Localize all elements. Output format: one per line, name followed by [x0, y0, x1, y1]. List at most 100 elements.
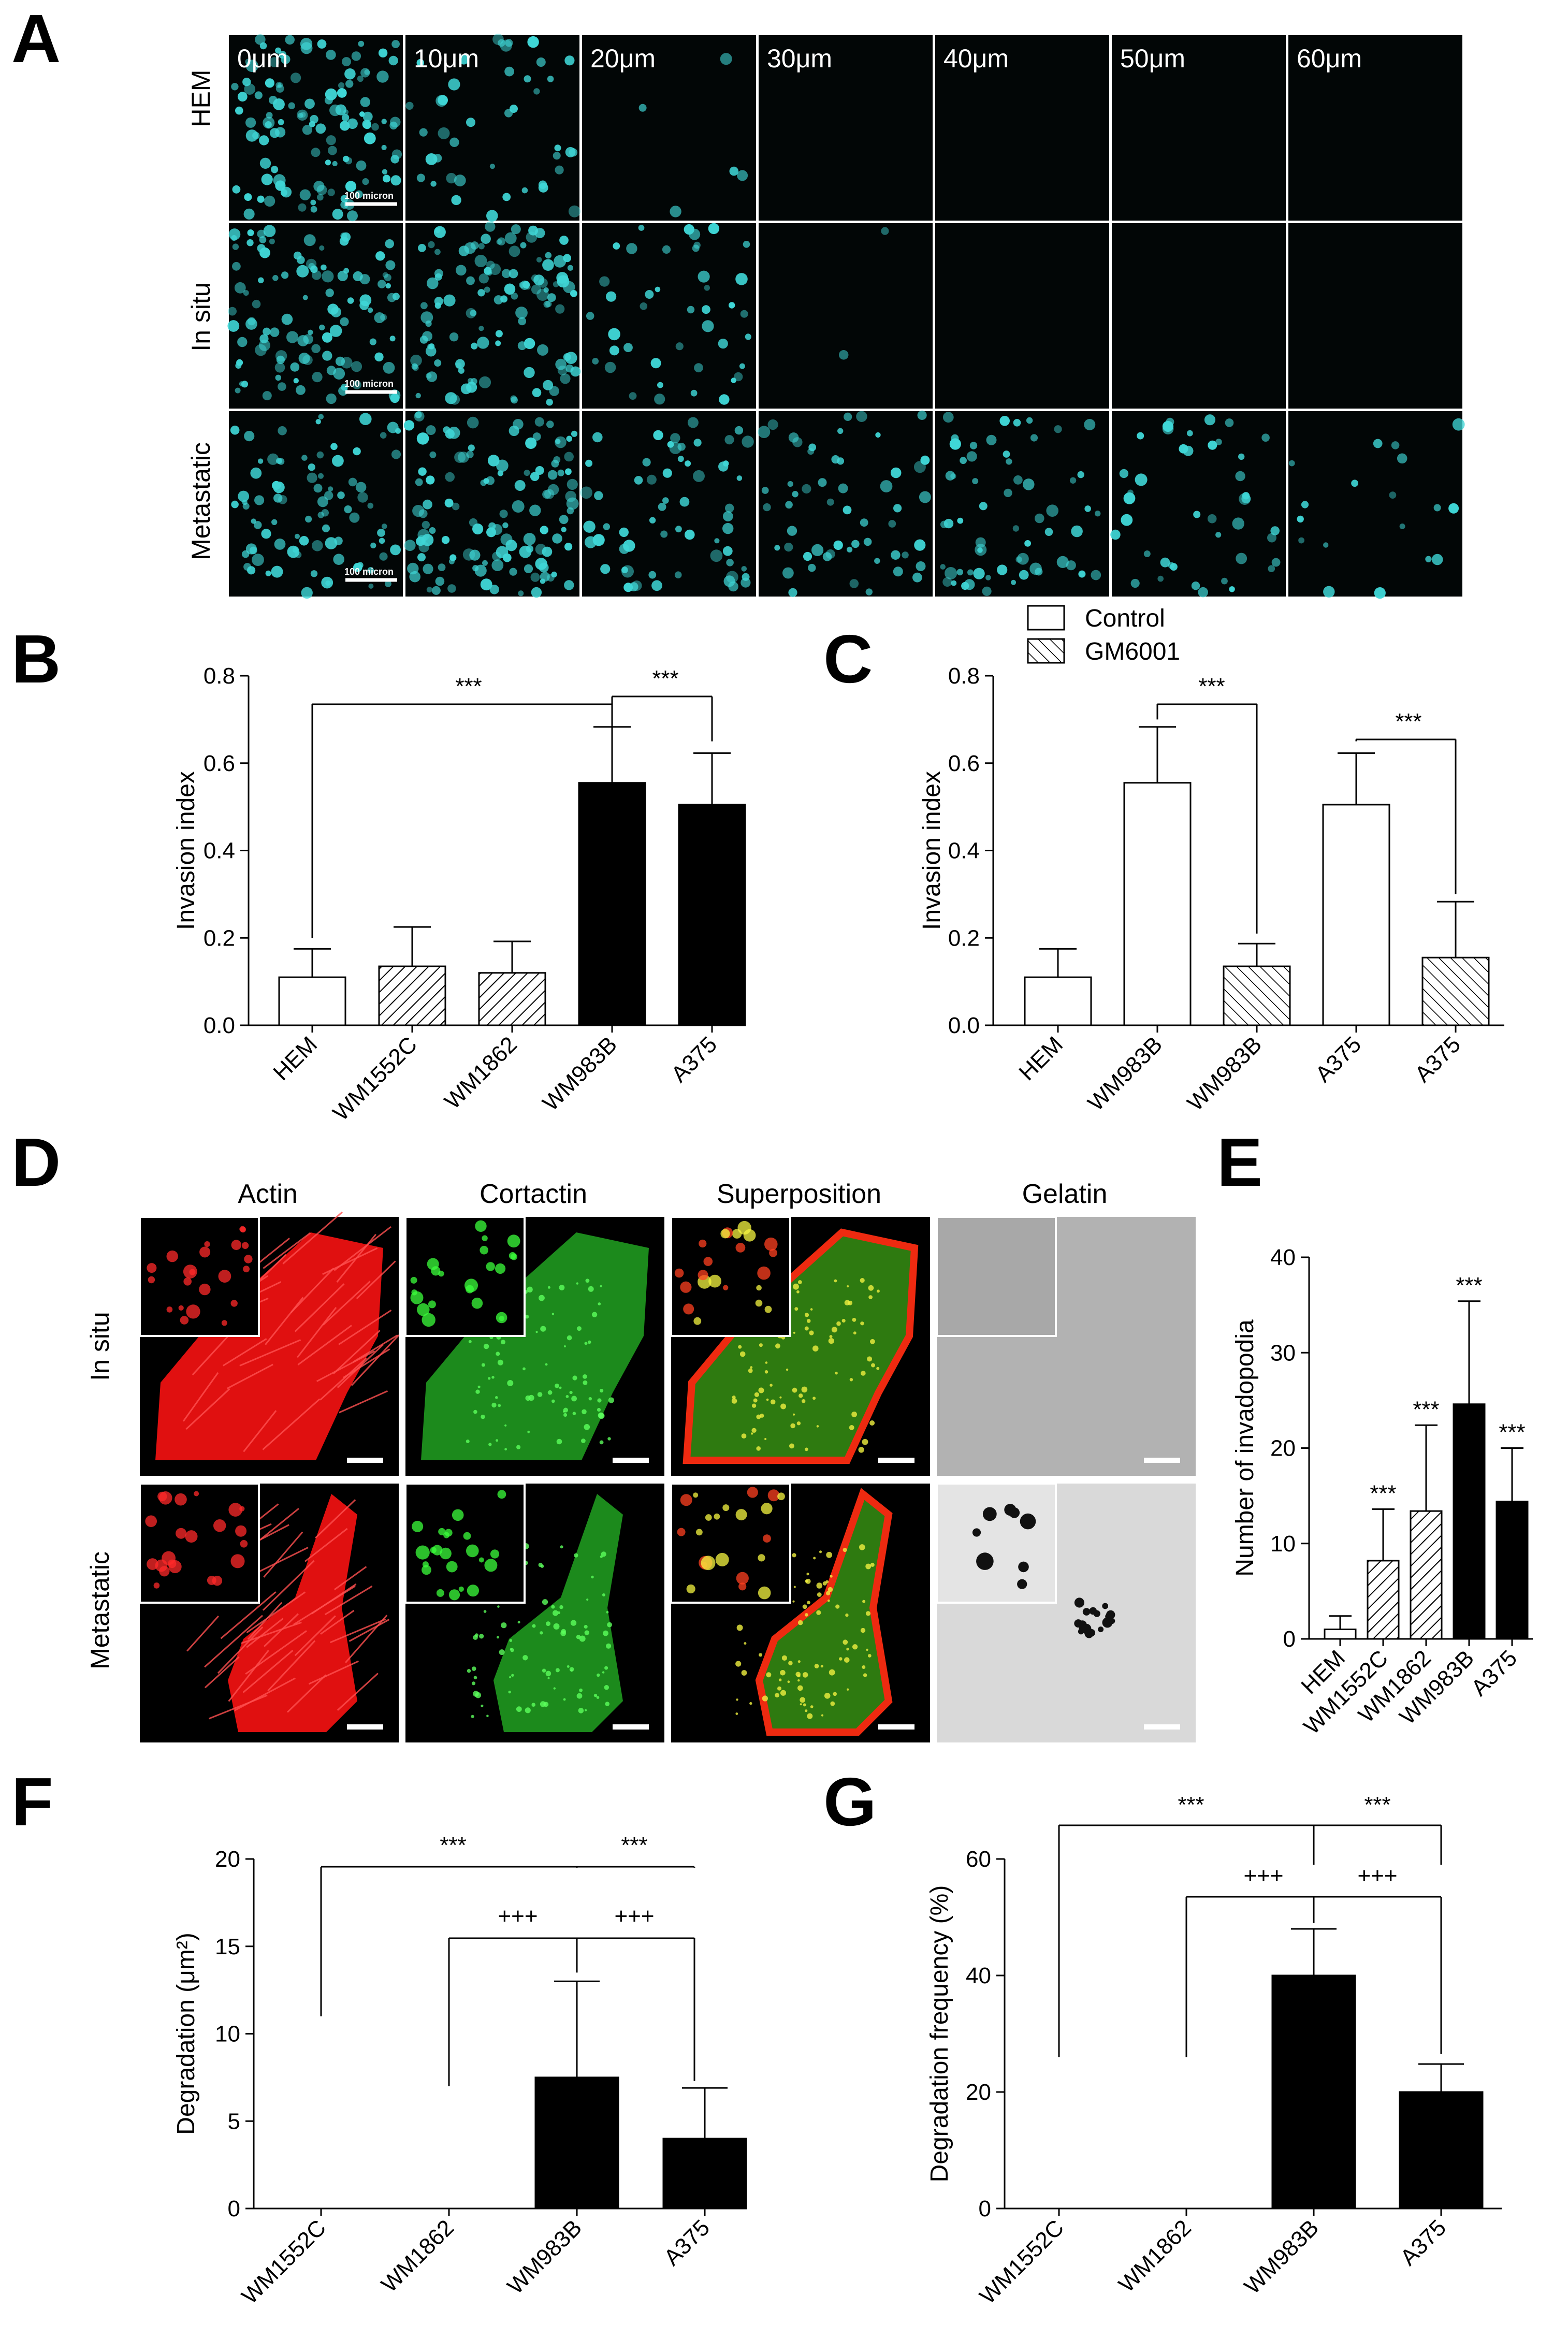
- cortactin-punctum: [751, 1432, 753, 1435]
- inset-punctum: [422, 1561, 429, 1568]
- cell-nucleus: [564, 452, 574, 462]
- significance-label: ***: [1198, 674, 1225, 699]
- column-label-actin: Actin: [238, 1179, 298, 1209]
- cortactin-punctum: [804, 1326, 809, 1331]
- cell-nucleus: [276, 355, 285, 365]
- cortactin-punctum: [739, 1351, 746, 1357]
- cell-nucleus: [311, 148, 321, 157]
- cell-nucleus: [725, 503, 734, 513]
- cell-nucleus: [807, 448, 815, 455]
- cell-nucleus: [972, 478, 979, 485]
- cell-nucleus: [500, 533, 513, 546]
- cell-nucleus: [538, 183, 548, 193]
- cortactin-punctum: [744, 1642, 747, 1645]
- y-tick-label: 0.8: [204, 663, 235, 689]
- depth-label: 0μm: [237, 44, 288, 73]
- cortactin-punctum: [551, 1313, 555, 1315]
- cell-nucleus: [264, 195, 275, 207]
- cortactin-punctum: [870, 1562, 875, 1567]
- actin-fiber: [282, 1211, 343, 1265]
- cortactin-punctum: [797, 1674, 801, 1678]
- depth-label: 10μm: [414, 44, 479, 73]
- cell-nucleus: [544, 489, 555, 499]
- cell-nucleus: [227, 320, 240, 332]
- cell-nucleus: [326, 50, 336, 60]
- cell-nucleus: [585, 459, 593, 467]
- cell-nucleus: [235, 387, 241, 394]
- cell-nucleus: [547, 76, 554, 82]
- cell-nucleus: [389, 121, 398, 130]
- cortactin-punctum: [816, 1610, 821, 1615]
- inset-zoom: [936, 1483, 1057, 1604]
- actin-fiber: [262, 1398, 321, 1450]
- x-tick-label: WM1862: [1114, 2215, 1196, 2297]
- cell-nucleus: [325, 159, 331, 166]
- cell-nucleus: [662, 245, 671, 254]
- cell-nucleus: [478, 273, 489, 284]
- cell-nucleus: [999, 416, 1010, 426]
- cell-nucleus: [433, 226, 446, 238]
- cell-nucleus: [271, 166, 279, 173]
- cortactin-punctum: [876, 1367, 880, 1370]
- cell-nucleus: [986, 434, 997, 445]
- cell-nucleus: [650, 358, 661, 369]
- cortactin-punctum: [516, 1706, 522, 1712]
- cell-nucleus: [997, 564, 1008, 575]
- cell-nucleus: [782, 567, 794, 579]
- cell-nucleus: [337, 491, 345, 499]
- cell-nucleus: [466, 118, 475, 127]
- cortactin-punctum: [587, 1340, 591, 1344]
- column-label-cortactin: Cortactin: [480, 1179, 587, 1209]
- inset-zoom: [936, 1216, 1057, 1337]
- cell-nucleus: [499, 510, 508, 518]
- cortactin-punctum: [572, 1375, 577, 1381]
- cell-nucleus: [640, 302, 648, 310]
- cell-nucleus: [1119, 469, 1129, 478]
- cortactin-punctum: [584, 1624, 588, 1629]
- bar: [534, 2076, 619, 2210]
- cortactin-punctum: [797, 1660, 801, 1663]
- actin-fiber: [294, 1615, 336, 1657]
- cell-nucleus: [332, 209, 343, 220]
- cell-nucleus: [385, 283, 391, 289]
- cortactin-punctum: [836, 1321, 841, 1326]
- cell-nucleus: [275, 127, 286, 138]
- cortactin-punctum: [805, 1447, 808, 1451]
- cortactin-punctum: [563, 1345, 566, 1347]
- cell-nucleus: [967, 569, 974, 576]
- cell-nucleus: [902, 551, 909, 559]
- cell-nucleus: [468, 444, 475, 452]
- cell-nucleus: [353, 271, 363, 282]
- cell-edge: [683, 1228, 919, 1464]
- cortactin-punctum: [738, 1345, 742, 1349]
- y-tick-label: 15: [215, 1934, 240, 1959]
- actin-fiber: [182, 1372, 219, 1422]
- cell-nucleus: [1225, 418, 1234, 427]
- cell-nucleus: [358, 40, 365, 47]
- inset-punctum: [705, 1514, 712, 1521]
- cell-nucleus: [856, 411, 867, 422]
- significance-label: ***: [1395, 709, 1421, 734]
- y-axis-label: Invasion index: [918, 771, 946, 930]
- cell-nucleus: [555, 358, 567, 370]
- cell-nucleus: [327, 188, 335, 196]
- legend-swatch-control: [1027, 605, 1065, 631]
- inset-punctum: [235, 1525, 247, 1537]
- actin-fiber: [246, 1618, 284, 1648]
- actin-fiber: [267, 1640, 316, 1692]
- cell-nucleus: [420, 311, 433, 324]
- actin-fiber: [337, 1673, 379, 1711]
- cell-nucleus: [642, 458, 651, 467]
- cortactin-punctum: [604, 1685, 609, 1690]
- inset-punctum: [482, 1235, 488, 1241]
- cortactin-punctum: [586, 1599, 589, 1601]
- depth-label: 30μm: [767, 44, 832, 73]
- cell-nucleus: [1084, 419, 1096, 430]
- inset-punctum: [495, 1263, 506, 1274]
- cell-nucleus: [345, 80, 354, 88]
- cortactin-punctum: [547, 1390, 553, 1395]
- x-tick-label: WM1552C: [975, 2215, 1069, 2309]
- cell-nucleus: [818, 478, 827, 487]
- cell-nucleus: [502, 522, 509, 529]
- cortactin-punctum: [851, 1412, 857, 1417]
